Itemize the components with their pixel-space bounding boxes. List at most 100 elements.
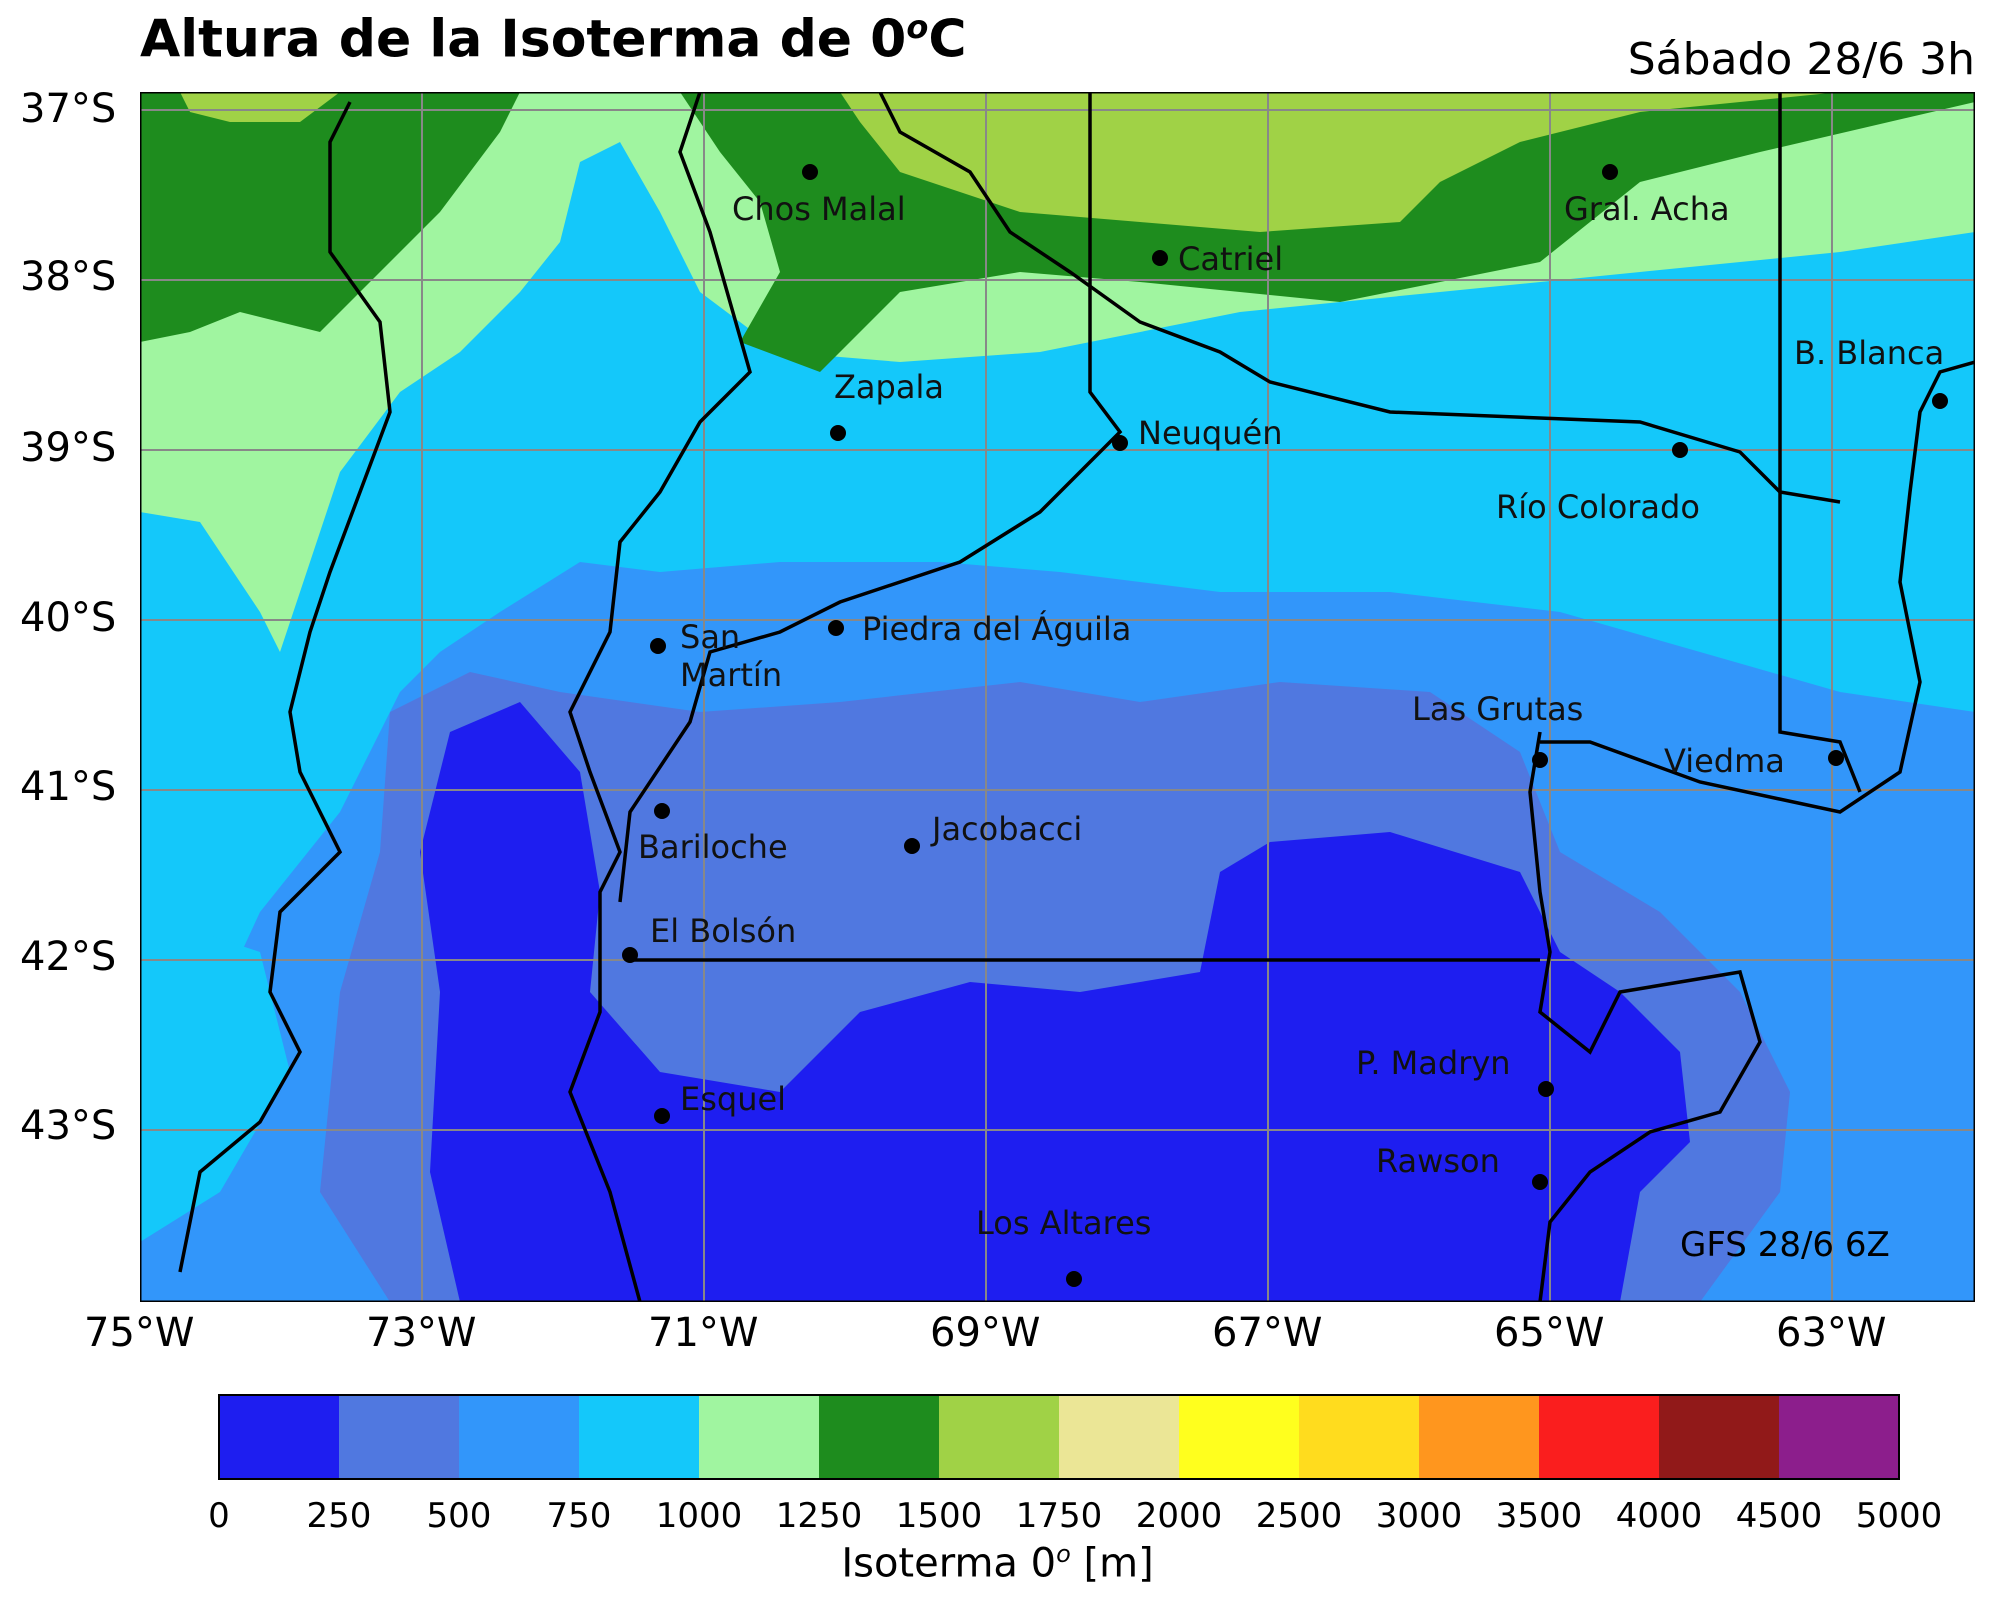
label-gral-acha: Gral. Acha: [1564, 190, 1730, 228]
field-1500-1750-nw: [180, 92, 340, 122]
marker-las-grutas: [1532, 752, 1548, 768]
lon-label-65: 65°W: [1494, 1310, 1605, 1356]
colorbar-cell-12: [1659, 1395, 1780, 1479]
field-1250-1500: [140, 92, 1975, 372]
field-0-250: [420, 702, 1690, 1302]
field-750-1000: [140, 92, 1975, 1172]
colorbar-cells: [219, 1395, 1900, 1479]
colorbar-cell-2: [459, 1395, 580, 1479]
grid-lines: [140, 92, 1975, 1302]
colorbar-cell-0: [219, 1395, 340, 1479]
marker-catriel: [1152, 250, 1168, 266]
label-los-altares: Los Altares: [976, 1204, 1151, 1242]
cb-tick-2000: 2000: [1135, 1496, 1223, 1536]
cb-tick-4000: 4000: [1615, 1496, 1703, 1536]
label-chos-malal: Chos Malal: [732, 190, 906, 228]
marker-esquel: [654, 1108, 670, 1124]
city-labels: Chos Malal Gral. Acha Catriel Zapala Neu…: [638, 190, 1944, 1242]
colorbar: [218, 1394, 1900, 1480]
label-catriel: Catriel: [1178, 240, 1283, 278]
chile-coast: [178, 101, 392, 1273]
marker-viedma: [1828, 750, 1844, 766]
lon-label-69: 69°W: [930, 1310, 1041, 1356]
label-puerto-madryn: P. Madryn: [1356, 1044, 1511, 1082]
label-rawson: Rawson: [1376, 1142, 1500, 1180]
lon-label-75: 75°W: [84, 1310, 195, 1356]
province-line-62: [1778, 92, 1862, 793]
colorbar-cell-6: [939, 1395, 1060, 1479]
marker-chos-malal: [802, 164, 818, 180]
cb-tick-3000: 3000: [1375, 1496, 1463, 1536]
cb-tick-1000: 1000: [655, 1496, 743, 1536]
label-bahia-blanca: B. Blanca: [1794, 334, 1944, 372]
lon-label-73: 73°W: [366, 1310, 477, 1356]
colorbar-cell-4: [699, 1395, 820, 1479]
marker-bahia-blanca: [1932, 393, 1948, 409]
label-esquel: Esquel: [680, 1080, 786, 1118]
label-viedma: Viedma: [1664, 742, 1785, 780]
label-las-grutas: Las Grutas: [1412, 690, 1583, 728]
label-bariloche: Bariloche: [638, 828, 788, 866]
lat-label-41: 41°S: [20, 764, 117, 810]
colorbar-cell-7: [1059, 1395, 1180, 1479]
lat-label-42: 42°S: [20, 934, 117, 980]
cb-tick-250: 250: [306, 1496, 372, 1536]
label-jacobacci: Jacobacci: [930, 810, 1082, 848]
label-neuquen: Neuquén: [1138, 414, 1282, 452]
lon-label-71: 71°W: [648, 1310, 759, 1356]
colorbar-cell-1: [339, 1395, 460, 1479]
cb-tick-750: 750: [546, 1496, 612, 1536]
isotherm-map: Chos Malal Gral. Acha Catriel Zapala Neu…: [140, 92, 1975, 1302]
cb-tick-2500: 2500: [1255, 1496, 1343, 1536]
marker-puerto-madryn: [1538, 1081, 1554, 1097]
lat-label-38: 38°S: [20, 254, 117, 300]
cb-tick-1250: 1250: [775, 1496, 863, 1536]
colorbar-cell-3: [579, 1395, 700, 1479]
atlantic-coast-north: [1540, 360, 1975, 814]
lat-label-39: 39°S: [20, 425, 117, 471]
label-martin: Martín: [680, 656, 782, 694]
marker-piedra-aguila: [828, 620, 844, 636]
lon-label-63: 63°W: [1776, 1310, 1887, 1356]
colorbar-label: Isoterma 0o [m]: [841, 1540, 1154, 1587]
marker-gral-acha: [1602, 164, 1618, 180]
label-san: San: [680, 618, 740, 656]
lat-label-43: 43°S: [20, 1103, 117, 1149]
label-rio-colorado: Río Colorado: [1496, 488, 1700, 526]
andes-border: [568, 92, 752, 1302]
marker-zapala: [830, 425, 846, 441]
cb-tick-3500: 3500: [1495, 1496, 1583, 1536]
colorbar-cell-8: [1179, 1395, 1300, 1479]
cb-tick-0: 0: [208, 1496, 230, 1536]
marker-san-martin: [650, 638, 666, 654]
map-title: Altura de la Isoterma de 0oC: [140, 8, 967, 70]
marker-rio-colorado: [1672, 442, 1688, 458]
colorado-river: [878, 92, 1841, 504]
colorbar-cell-10: [1419, 1395, 1540, 1479]
marker-bariloche: [654, 803, 670, 819]
lat-label-37: 37°S: [20, 86, 117, 132]
lon-label-67: 67°W: [1212, 1310, 1323, 1356]
city-markers: [622, 164, 1948, 1287]
model-run-label: GFS 28/6 6Z: [1680, 1225, 1890, 1265]
label-el-bolson: El Bolsón: [650, 912, 796, 950]
lat-label-40: 40°S: [20, 595, 117, 641]
forecast-time: Sábado 28/6 3h: [1627, 34, 1975, 85]
marker-jacobacci: [904, 838, 920, 854]
colorbar-cell-5: [819, 1395, 940, 1479]
cb-tick-1500: 1500: [895, 1496, 983, 1536]
atlantic-coast: [1528, 731, 1762, 1302]
label-zapala: Zapala: [834, 368, 944, 406]
marker-el-bolson: [622, 947, 638, 963]
cb-tick-500: 500: [426, 1496, 492, 1536]
colorbar-cell-9: [1299, 1395, 1420, 1479]
colorbar-cell-13: [1779, 1395, 1900, 1479]
label-piedra-aguila: Piedra del Águila: [862, 610, 1131, 648]
cb-tick-5000: 5000: [1855, 1496, 1943, 1536]
boundaries: [178, 92, 1975, 1302]
cb-tick-4500: 4500: [1735, 1496, 1823, 1536]
field-750-1000-sw: [140, 912, 290, 1242]
neuquen-rionegro-border: [618, 92, 1123, 903]
marker-los-altares: [1066, 1271, 1082, 1287]
marker-rawson: [1532, 1174, 1548, 1190]
